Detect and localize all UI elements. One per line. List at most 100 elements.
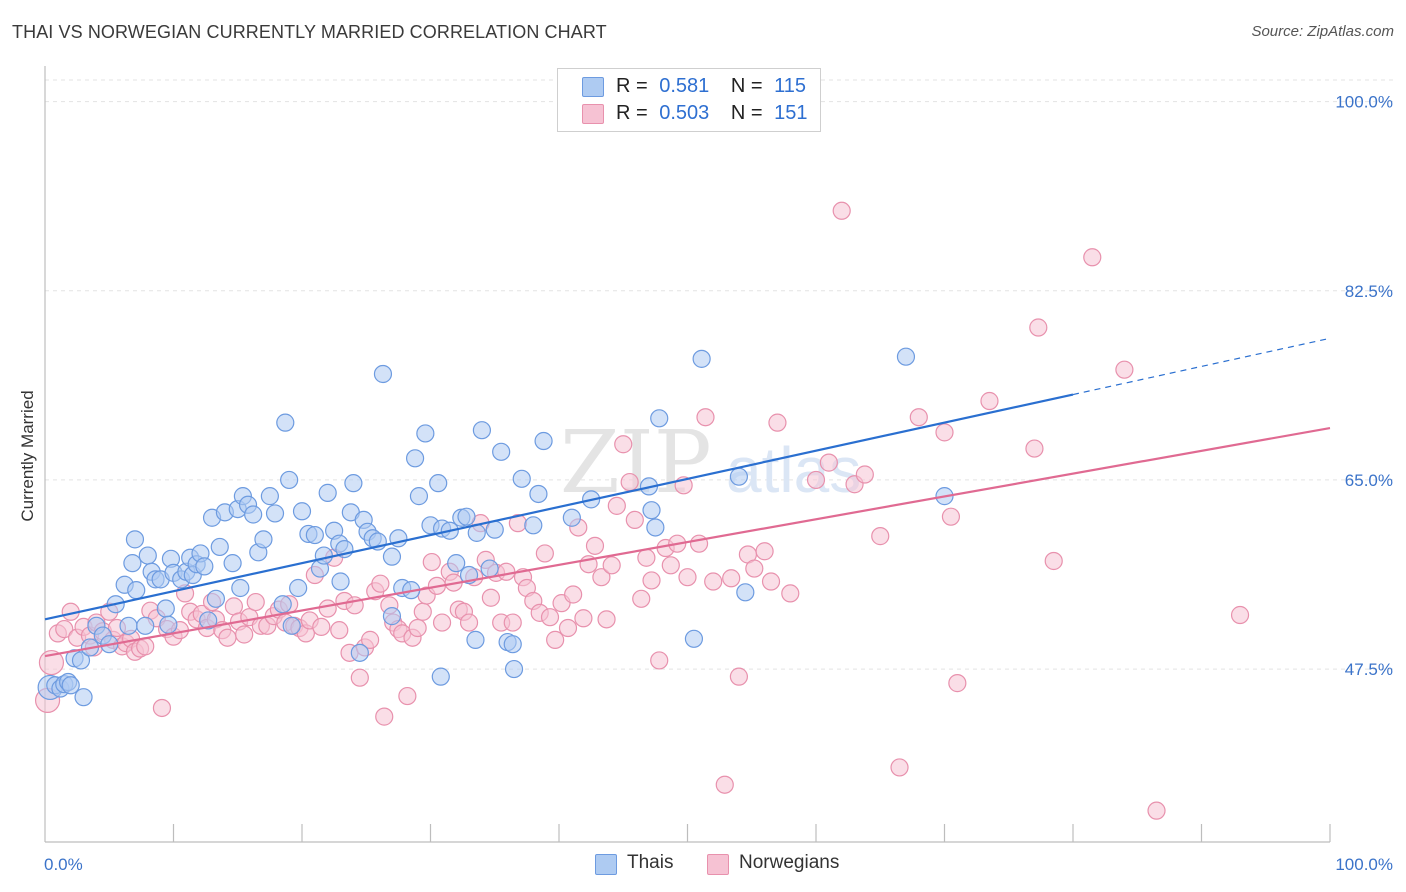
norwegians-point [246, 592, 265, 612]
thais-point [331, 572, 350, 591]
thais-point [138, 546, 157, 565]
thais-point [254, 530, 273, 549]
norwegians-point [890, 758, 909, 777]
norwegians-point [422, 552, 441, 572]
r-label: R = [616, 75, 648, 97]
norwegians-r-value: 0.503 [659, 102, 710, 124]
norwegians-point [855, 465, 874, 484]
thais-point [292, 502, 312, 521]
thais-point [642, 501, 661, 520]
thais-point [692, 349, 711, 368]
source-credit: Source: ZipAtlas.com [1251, 23, 1394, 40]
norwegians-point [935, 423, 954, 442]
norwegians-point [729, 667, 749, 686]
norwegians-point [398, 686, 417, 706]
thais-point [127, 581, 146, 600]
axis-layer [44, 66, 1331, 843]
thais-point [492, 442, 511, 461]
thais-point [273, 595, 292, 614]
correlation-legend: R = 0.581 N = 115 R = 0.503 N = 151 [557, 68, 821, 132]
norwegians-point [768, 413, 787, 432]
norwegians-point [432, 613, 452, 632]
watermark-layer: ZIP atlas [560, 413, 861, 513]
trend-layer [44, 337, 1331, 658]
norwegians-point [218, 628, 237, 647]
thais-r-value: 0.581 [659, 75, 710, 97]
thais-point [223, 554, 242, 573]
thais-point [282, 616, 301, 635]
thais-point [896, 347, 916, 366]
norwegians-legend-swatch [707, 854, 729, 875]
norwegians-point [650, 651, 669, 670]
norwegians-point [909, 408, 928, 427]
x-tick-label: 0.0% [44, 855, 83, 874]
norwegians-point [361, 630, 380, 649]
thais-point [504, 659, 524, 679]
norwegians-point [1083, 248, 1102, 267]
y-tick-label: 100.0% [1335, 93, 1393, 112]
thais-point [244, 505, 263, 524]
thais-point [472, 421, 491, 440]
thais-point [457, 507, 476, 526]
chart-title: THAI VS NORWEGIAN CURRENTLY MARRIED CORR… [12, 22, 607, 42]
norwegians-point [459, 613, 479, 632]
thais-point [125, 530, 145, 549]
norwegians-point [1147, 801, 1166, 820]
r-label: R = [616, 102, 648, 124]
norwegians-point [540, 608, 560, 627]
thais-point [280, 470, 299, 490]
norwegians-point [592, 568, 611, 587]
norwegians-point [620, 472, 639, 492]
norwegians-point [371, 574, 390, 593]
y-tick-label: 47.5% [1345, 660, 1393, 679]
thais-point [405, 449, 425, 468]
thais-point [136, 616, 155, 635]
thais-point [156, 599, 175, 618]
thais-point [503, 635, 522, 654]
thais-point [729, 467, 749, 486]
thais-point [485, 520, 504, 539]
thais-point [562, 508, 581, 527]
norwegians-point [564, 585, 583, 604]
thais-point [210, 537, 229, 557]
norwegians-point [1230, 605, 1250, 625]
norwegians-point [224, 597, 243, 616]
thais-points [37, 347, 954, 707]
thais-point [61, 676, 80, 695]
thais-point [318, 483, 337, 502]
thais-point [524, 516, 543, 535]
norwegians-point [871, 527, 890, 546]
norwegians-point [614, 435, 633, 454]
x-tick-label: 100.0% [1335, 855, 1393, 874]
tick-label-layer: 100.0% 82.5% 65.0% 47.5% 0.0% 100.0% [44, 93, 1393, 874]
thais-point [534, 431, 553, 451]
norwegians-point [55, 619, 74, 639]
norwegians-point [1029, 318, 1048, 337]
norwegians-point [678, 568, 697, 587]
norwegians-point [689, 534, 709, 553]
n-label: N = [730, 75, 763, 97]
norwegians-point [574, 609, 593, 628]
thais-point [447, 554, 466, 573]
thais-point [276, 413, 295, 432]
norwegians-point [696, 408, 715, 427]
norwegians-point [642, 571, 661, 590]
norwegians-point [722, 569, 741, 588]
norwegians-point [1044, 551, 1063, 571]
thais-legend-swatch [595, 854, 617, 875]
thais-point [199, 611, 218, 630]
thais-point [159, 615, 178, 634]
thais-point [512, 469, 531, 488]
norwegians-point [745, 559, 764, 578]
thais-point [431, 667, 450, 686]
thais-point [373, 364, 393, 384]
norwegians-point [781, 584, 800, 603]
norwegians-point [312, 617, 331, 637]
thais-point [382, 607, 402, 626]
norwegians-point [1025, 439, 1044, 458]
norwegians-point [941, 507, 961, 526]
norwegians-point [235, 625, 254, 644]
thais-swatch [582, 77, 604, 97]
thais-point [650, 409, 669, 428]
